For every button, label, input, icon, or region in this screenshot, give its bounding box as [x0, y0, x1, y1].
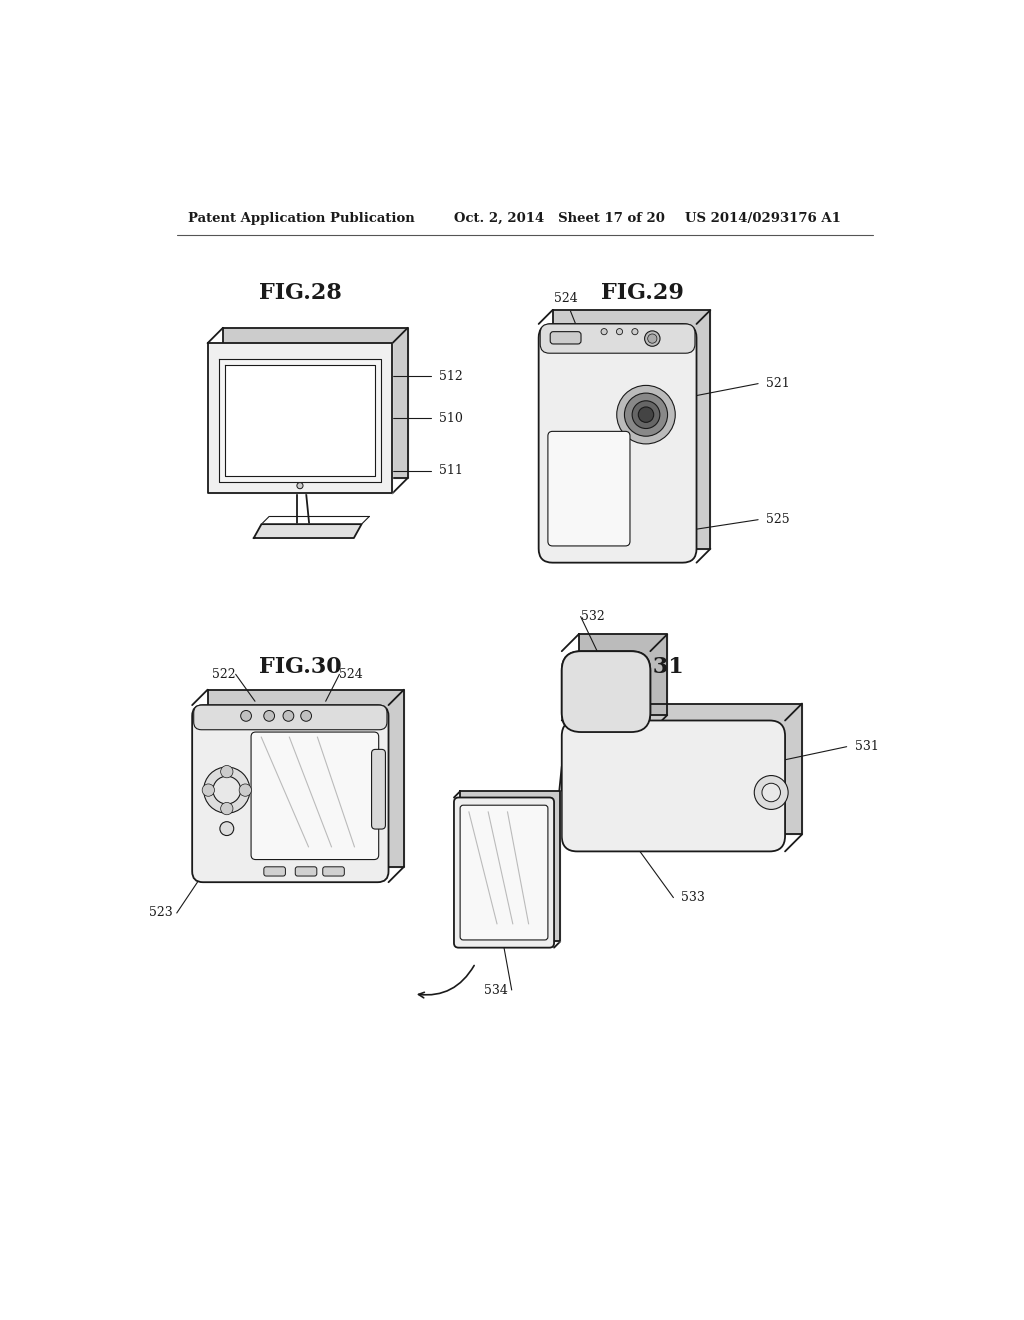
Circle shape — [616, 385, 675, 444]
Circle shape — [297, 483, 303, 488]
Circle shape — [645, 331, 660, 346]
Text: 534: 534 — [483, 983, 512, 997]
Text: 510: 510 — [431, 412, 463, 425]
FancyBboxPatch shape — [264, 867, 286, 876]
Circle shape — [638, 407, 653, 422]
FancyBboxPatch shape — [562, 721, 785, 851]
Text: 533: 533 — [674, 891, 706, 904]
FancyBboxPatch shape — [295, 867, 316, 876]
Text: 531: 531 — [847, 741, 879, 754]
Text: 523: 523 — [150, 907, 177, 920]
FancyBboxPatch shape — [193, 705, 388, 882]
Circle shape — [616, 329, 623, 335]
FancyBboxPatch shape — [454, 797, 554, 948]
Circle shape — [648, 334, 657, 343]
Text: FIG.30: FIG.30 — [259, 656, 341, 677]
Circle shape — [632, 329, 638, 335]
FancyBboxPatch shape — [251, 733, 379, 859]
Polygon shape — [579, 704, 802, 834]
Circle shape — [755, 776, 788, 809]
FancyBboxPatch shape — [562, 651, 650, 733]
Text: 521: 521 — [758, 378, 790, 391]
Circle shape — [240, 784, 252, 796]
Text: FIG.31: FIG.31 — [601, 656, 684, 677]
Polygon shape — [460, 792, 560, 941]
Circle shape — [220, 803, 233, 814]
FancyBboxPatch shape — [194, 705, 387, 730]
Text: FIG.29: FIG.29 — [601, 282, 684, 304]
Polygon shape — [208, 343, 392, 494]
Text: US 2014/0293176 A1: US 2014/0293176 A1 — [685, 213, 841, 224]
Text: 532: 532 — [581, 610, 604, 623]
Polygon shape — [219, 359, 381, 482]
Polygon shape — [579, 635, 668, 715]
Text: 525: 525 — [758, 513, 790, 527]
Circle shape — [601, 329, 607, 335]
Polygon shape — [225, 364, 375, 475]
Circle shape — [220, 821, 233, 836]
Text: Patent Application Publication: Patent Application Publication — [188, 213, 415, 224]
Circle shape — [220, 766, 233, 777]
Text: 522: 522 — [212, 668, 236, 681]
Circle shape — [283, 710, 294, 721]
FancyBboxPatch shape — [562, 651, 650, 733]
Polygon shape — [254, 524, 361, 539]
Circle shape — [625, 393, 668, 436]
FancyBboxPatch shape — [548, 432, 630, 546]
Circle shape — [213, 776, 241, 804]
Circle shape — [301, 710, 311, 721]
Circle shape — [204, 767, 250, 813]
Circle shape — [762, 783, 780, 801]
FancyBboxPatch shape — [323, 867, 344, 876]
Text: FIG.28: FIG.28 — [258, 282, 341, 304]
Circle shape — [202, 784, 214, 796]
Text: 511: 511 — [431, 465, 463, 478]
Circle shape — [264, 710, 274, 721]
Polygon shape — [553, 310, 711, 549]
Polygon shape — [208, 689, 403, 867]
Text: 512: 512 — [431, 370, 463, 383]
Text: Oct. 2, 2014   Sheet 17 of 20: Oct. 2, 2014 Sheet 17 of 20 — [454, 213, 665, 224]
FancyBboxPatch shape — [550, 331, 581, 345]
FancyBboxPatch shape — [539, 323, 696, 562]
FancyBboxPatch shape — [541, 323, 695, 354]
Text: 524: 524 — [339, 668, 364, 681]
Circle shape — [241, 710, 252, 721]
Polygon shape — [223, 327, 408, 478]
Circle shape — [632, 401, 659, 429]
FancyBboxPatch shape — [372, 750, 385, 829]
FancyBboxPatch shape — [460, 805, 548, 940]
Text: 524: 524 — [554, 293, 578, 305]
